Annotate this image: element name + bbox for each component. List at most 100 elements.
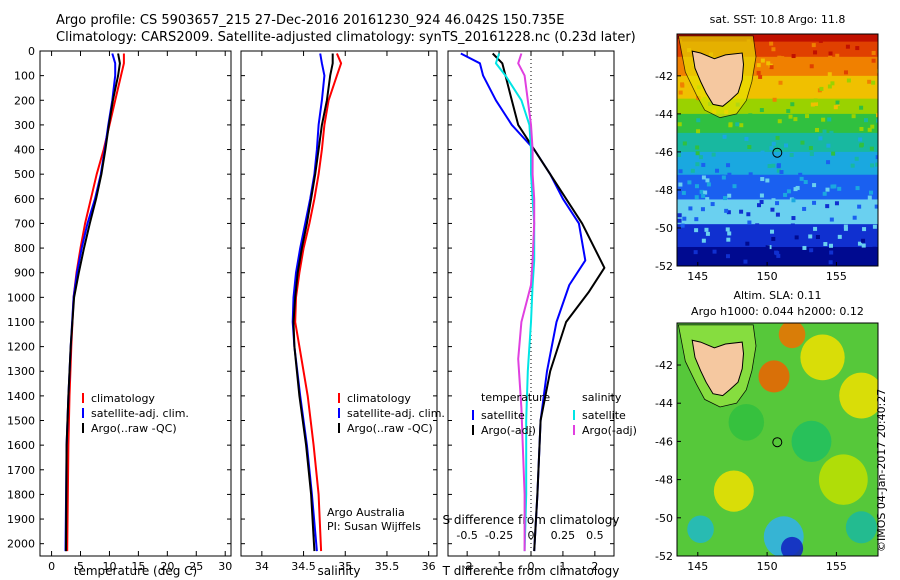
sst-pixel — [772, 97, 777, 102]
sla-anomaly-blob — [758, 360, 790, 393]
sst-pixel — [843, 226, 848, 231]
salinity-xtick-label: 34 — [255, 560, 269, 573]
sst-pixel — [793, 187, 798, 192]
sst-pixel — [835, 100, 840, 105]
temperature-plot-frame — [39, 50, 232, 557]
sst_map-ytick-label: -44 — [655, 108, 673, 121]
sla_map-profile-marker — [772, 437, 783, 448]
depth-tick-label: 1500 — [7, 415, 35, 428]
sst-band — [677, 113, 878, 134]
sst-pixel — [843, 70, 848, 75]
depth-tick-label: 1900 — [7, 513, 35, 526]
sst-pixel — [814, 101, 819, 106]
sla-anomaly-blob — [800, 334, 845, 381]
sst-pixel — [694, 195, 699, 200]
difference-xtick-label: 0 — [528, 560, 535, 573]
s-difference-tick-label: 0 — [528, 529, 535, 542]
sst-pixel — [794, 235, 799, 240]
sst-pixel — [682, 216, 687, 221]
credit-line-1: Argo Australia — [327, 506, 405, 519]
legend-label: satellite-adj. clim. — [91, 407, 189, 420]
sst-pixel — [711, 152, 716, 157]
sst-pixel — [855, 46, 860, 51]
sla_map-title: Altim. SLA: 0.11 — [733, 289, 821, 302]
sst-pixel — [700, 207, 705, 212]
sst-pixel — [868, 190, 873, 195]
sla_map-xtick-label: 155 — [826, 560, 847, 573]
sst-pixel — [705, 231, 710, 236]
difference-series-argo-adj- — [491, 52, 606, 552]
depth-tick-label: 1600 — [7, 439, 35, 452]
sst-pixel — [696, 118, 701, 123]
sst-pixel — [774, 250, 779, 255]
sst_map-xtick-label: 150 — [757, 270, 778, 283]
sla-anomaly-blob — [687, 515, 714, 544]
sst-pixel — [830, 81, 835, 86]
sst-pixel — [837, 234, 842, 239]
depth-tick-label: 1100 — [7, 316, 35, 329]
sst-pixel — [857, 204, 862, 209]
sla_map-ytick-label: -42 — [655, 359, 673, 372]
sst-pixel — [829, 250, 834, 255]
sla-anomaly-blob — [728, 403, 765, 441]
sst-pixel — [747, 220, 752, 225]
sst-pixel — [859, 142, 864, 147]
depth-tick-label: 1700 — [7, 464, 35, 477]
sst-pixel — [786, 189, 791, 194]
sst-pixel — [756, 63, 761, 68]
sst-pixel — [770, 229, 775, 234]
sst-pixel — [726, 237, 731, 242]
sst-pixel — [875, 118, 878, 123]
sst-pixel — [769, 65, 774, 70]
sst-pixel — [790, 223, 795, 228]
sst-pixel — [870, 163, 875, 168]
sst-pixel — [822, 129, 827, 134]
sst-pixel — [828, 51, 833, 56]
sst-pixel — [875, 162, 878, 167]
legend-label: Argo(-adj) — [582, 424, 637, 437]
sst-pixel — [779, 247, 784, 252]
sst_map-frame — [676, 33, 879, 267]
sst-pixel — [769, 146, 774, 151]
sst-pixel — [802, 245, 807, 250]
sst-pixel — [760, 177, 765, 182]
sst-pixel — [812, 183, 817, 188]
sst-pixel — [759, 200, 764, 205]
legend-label: Argo(-adj) — [481, 424, 536, 437]
sst-pixel — [831, 151, 836, 156]
sst-pixel — [825, 187, 830, 192]
sst-pixel — [854, 156, 859, 161]
sst-pixel — [678, 182, 683, 187]
temperature-xtick-label: 0 — [48, 560, 55, 573]
sst-pixel — [850, 163, 855, 168]
sst_map-ytick-label: -52 — [655, 260, 673, 273]
sst-pixel — [698, 155, 703, 160]
sst-pixel — [863, 118, 868, 123]
sst-pixel — [745, 241, 750, 246]
sst-pixel — [695, 151, 700, 156]
legend-label: Argo(..raw -QC) — [91, 422, 177, 435]
sst-pixel — [830, 184, 835, 189]
sst-pixel — [677, 213, 682, 218]
sst-pixel — [871, 58, 876, 63]
sst-pixel — [876, 69, 878, 74]
difference-series-argo-adj- — [517, 53, 536, 552]
sst-pixel — [799, 176, 804, 181]
sst-pixel — [726, 163, 731, 168]
sst-pixel — [808, 145, 813, 150]
sst-pixel — [821, 117, 826, 122]
sst-pixel — [677, 218, 682, 223]
sst-pixel — [829, 217, 834, 222]
sla_map-subtitle: Argo h1000: 0.044 h2000: 0.12 — [691, 305, 864, 318]
sst-pixel — [846, 78, 851, 83]
legend-label: climatology — [347, 392, 411, 405]
sst-pixel — [701, 175, 706, 180]
timestamp-stamp: ©IMOS 04-Jan-2017 20:40:27 — [875, 388, 888, 552]
sst-pixel — [694, 184, 699, 189]
sst-pixel — [721, 175, 726, 180]
sst-pixel — [734, 265, 739, 266]
salinity-xlabel: salinity — [317, 564, 360, 578]
salinity-xtick-label: 35.5 — [375, 560, 400, 573]
sst-pixel — [775, 212, 780, 217]
